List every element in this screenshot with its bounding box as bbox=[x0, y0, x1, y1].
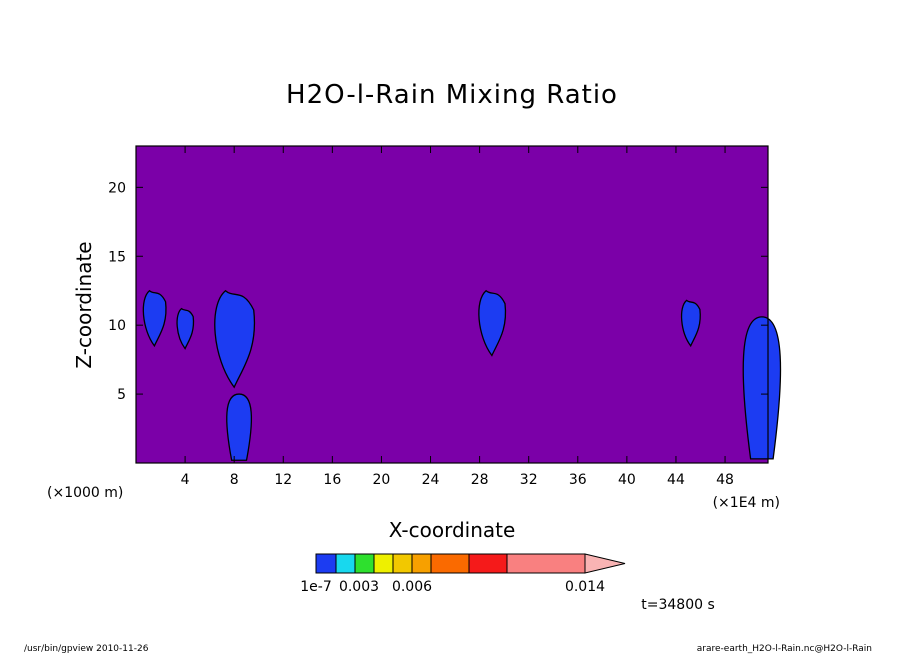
x-tick-label: 8 bbox=[230, 472, 239, 488]
x-unit-label: (×1000 m) bbox=[47, 485, 123, 501]
colorbar-segment bbox=[335, 553, 356, 574]
colorbar-segment bbox=[430, 553, 470, 574]
contour-blob bbox=[742, 316, 782, 460]
colorbar-segment bbox=[468, 553, 508, 574]
colorbar-segment bbox=[411, 553, 432, 574]
time-label: t=34800 s bbox=[641, 597, 715, 613]
x-tick-label: 40 bbox=[618, 472, 636, 488]
x-tick-label: 4 bbox=[181, 472, 190, 488]
plot-frame bbox=[135, 145, 769, 464]
colorbar-segment bbox=[506, 553, 586, 574]
y-tick-label: 10 bbox=[108, 318, 126, 334]
x-tick-label: 48 bbox=[716, 472, 734, 488]
y-axis-label: Z-coordinate bbox=[72, 241, 96, 368]
y-tick-label: 15 bbox=[108, 249, 126, 265]
chart-title: H2O-l-Rain Mixing Ratio bbox=[286, 80, 618, 110]
contour-blob bbox=[680, 299, 701, 348]
colorbar-tick-label: 0.014 bbox=[565, 579, 605, 595]
colorbar-segment bbox=[392, 553, 413, 574]
contour-blob bbox=[142, 289, 167, 348]
colorbar-tick-label: 0.006 bbox=[392, 579, 432, 595]
x-tick-label: 20 bbox=[373, 472, 391, 488]
colorbar: 1e-7 0.003 0.006 0.014 bbox=[300, 553, 626, 595]
x-tick-label: 28 bbox=[471, 472, 489, 488]
x-tick-label: 36 bbox=[569, 472, 587, 488]
footer-right: arare-earth_H2O-l-Rain.nc@H2O-l-Rain bbox=[697, 644, 872, 654]
x-tick-label: 44 bbox=[667, 472, 685, 488]
colorbar-segment bbox=[373, 553, 394, 574]
x-tick-label: 12 bbox=[274, 472, 292, 488]
footer-left: /usr/bin/gpview 2010-11-26 bbox=[24, 644, 149, 654]
x-tick-label: 24 bbox=[422, 472, 440, 488]
colorbar-segment bbox=[315, 553, 337, 574]
contour-blob bbox=[478, 289, 507, 357]
colorbar-extend-arrow bbox=[584, 553, 626, 574]
x-axis-label: X-coordinate bbox=[389, 518, 516, 542]
colorbar-tick-label: 0.003 bbox=[339, 579, 379, 595]
contour-blob bbox=[214, 289, 256, 389]
contour-blob bbox=[226, 393, 253, 461]
colorbar-segment bbox=[354, 553, 375, 574]
x-tick-label: 32 bbox=[520, 472, 538, 488]
colorbar-tick-label: 1e-7 bbox=[300, 579, 331, 595]
contour-blob bbox=[176, 307, 195, 350]
x-unit-right-label: (×1E4 m) bbox=[713, 495, 780, 511]
x-tick-label: 16 bbox=[323, 472, 341, 488]
y-tick-label: 20 bbox=[108, 180, 126, 196]
contour-features bbox=[142, 289, 782, 461]
y-tick-label: 5 bbox=[117, 387, 126, 403]
